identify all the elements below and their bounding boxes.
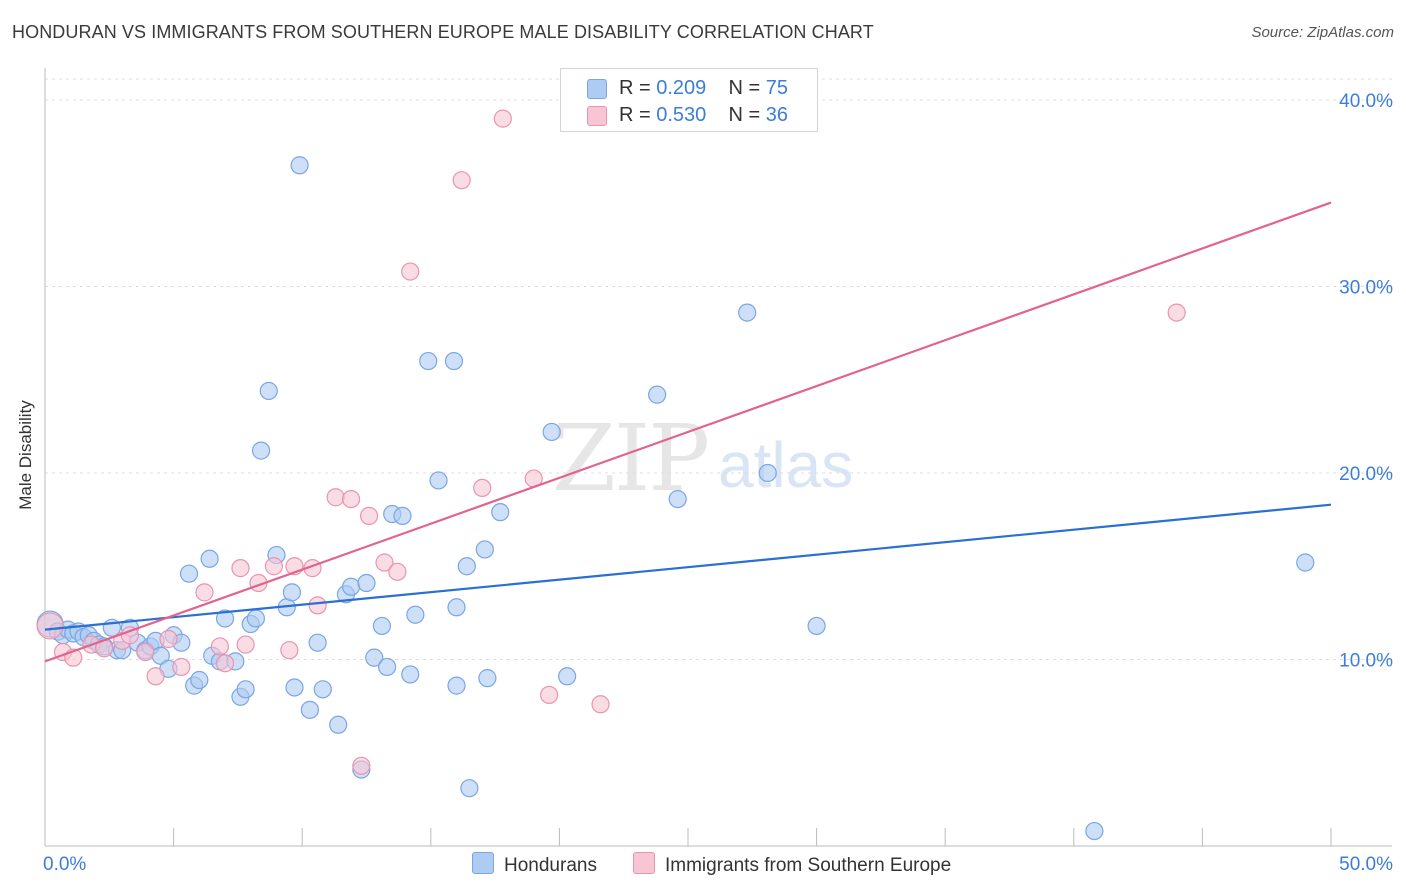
point-southern-europe: [591, 695, 610, 714]
point-honduran: [357, 573, 376, 593]
point-southern-europe: [159, 629, 178, 649]
point-honduran: [429, 471, 448, 490]
point-honduran: [738, 303, 757, 322]
r-value: 0.530: [656, 104, 707, 126]
point-honduran: [1085, 821, 1104, 841]
point-southern-europe: [326, 488, 345, 507]
n-value: 75: [765, 77, 789, 99]
point-southern-europe: [493, 109, 512, 128]
point-southern-europe: [215, 654, 235, 673]
y-tick-label: 40.0%: [1339, 91, 1393, 112]
point-honduran: [419, 351, 438, 371]
point-southern-europe: [136, 642, 155, 662]
point-honduran: [475, 540, 494, 559]
legend-swatch-pink: [587, 106, 607, 126]
point-honduran: [447, 598, 466, 617]
watermark-atlas: atlas: [718, 429, 854, 501]
point-honduran: [251, 441, 271, 460]
point-southern-europe: [452, 171, 471, 190]
point-honduran: [236, 680, 255, 699]
y-tick-label: 10.0%: [1339, 650, 1393, 671]
n-label: N =: [728, 77, 766, 99]
y-tick-label: 30.0%: [1339, 277, 1393, 298]
point-honduran: [444, 351, 464, 371]
point-honduran: [308, 633, 327, 652]
point-honduran: [313, 680, 332, 699]
y-tick-label: 20.0%: [1339, 464, 1393, 485]
legend-swatch-blue: [472, 852, 494, 874]
y-axis-label: Male Disability: [16, 400, 35, 510]
point-honduran: [478, 669, 497, 688]
point-southern-europe: [401, 262, 420, 281]
point-southern-europe: [36, 612, 64, 640]
point-honduran: [447, 676, 466, 695]
point-honduran: [558, 667, 577, 686]
point-southern-europe: [388, 562, 407, 581]
legend-item-southern-europe: Immigrants from Southern Europe: [633, 852, 951, 877]
legend-label: Hondurans: [504, 855, 597, 876]
point-honduran: [246, 609, 266, 628]
point-southern-europe: [264, 557, 284, 576]
point-southern-europe: [341, 489, 361, 509]
point-southern-europe: [375, 553, 394, 572]
x-tick-label: 0.0%: [43, 854, 86, 875]
point-southern-europe: [352, 756, 371, 775]
point-honduran: [341, 577, 361, 596]
point-honduran: [668, 489, 687, 509]
point-honduran: [491, 503, 510, 522]
r-label: R =: [619, 104, 657, 126]
legend-label: Immigrants from Southern Europe: [665, 855, 952, 876]
point-honduran: [542, 422, 561, 442]
trend-line-southern-europe: [44, 201, 1332, 663]
point-southern-europe: [280, 641, 299, 660]
point-honduran: [329, 715, 348, 734]
point-honduran: [758, 463, 777, 483]
point-southern-europe: [236, 635, 255, 654]
point-honduran: [807, 616, 826, 636]
point-honduran: [285, 678, 304, 697]
chart-title: HONDURAN VS IMMIGRANTS FROM SOUTHERN EUR…: [12, 22, 874, 42]
point-southern-europe: [172, 657, 191, 677]
point-honduran: [215, 609, 235, 628]
point-honduran: [300, 700, 320, 719]
legend-swatch-blue: [587, 79, 607, 99]
point-honduran: [377, 657, 397, 677]
point-honduran: [372, 616, 392, 636]
point-honduran: [290, 156, 309, 175]
point-honduran: [259, 381, 278, 401]
point-honduran: [460, 779, 479, 798]
source-label: Source: ZipAtlas.com: [1251, 24, 1394, 41]
trend-line-honduran: [44, 503, 1332, 631]
point-honduran: [365, 648, 384, 667]
x-tick-label: 50.0%: [1339, 854, 1393, 875]
point-honduran: [1296, 553, 1315, 572]
point-honduran: [179, 564, 199, 583]
stats-legend: R = 0.209 N = 75 R = 0.530 N = 36: [560, 68, 818, 132]
point-honduran: [401, 665, 420, 684]
point-southern-europe: [210, 637, 229, 656]
point-southern-europe: [146, 667, 165, 686]
point-southern-europe: [473, 478, 492, 498]
point-southern-europe: [540, 685, 559, 705]
n-value: 36: [765, 104, 789, 126]
point-southern-europe: [359, 506, 379, 525]
point-honduran: [190, 670, 209, 690]
legend-swatch-pink: [633, 852, 655, 874]
point-southern-europe: [195, 583, 214, 602]
point-southern-europe: [1167, 303, 1186, 322]
point-honduran: [282, 583, 302, 602]
point-honduran: [393, 506, 412, 525]
point-southern-europe: [308, 596, 327, 615]
point-honduran: [200, 549, 219, 568]
point-honduran: [457, 557, 476, 576]
legend-item-hondurans: Hondurans: [472, 852, 597, 877]
n-label: N =: [728, 104, 766, 126]
point-honduran: [648, 385, 667, 404]
r-value: 0.209: [656, 77, 707, 99]
r-label: R =: [619, 77, 657, 99]
point-honduran: [406, 605, 425, 624]
point-southern-europe: [231, 559, 250, 578]
